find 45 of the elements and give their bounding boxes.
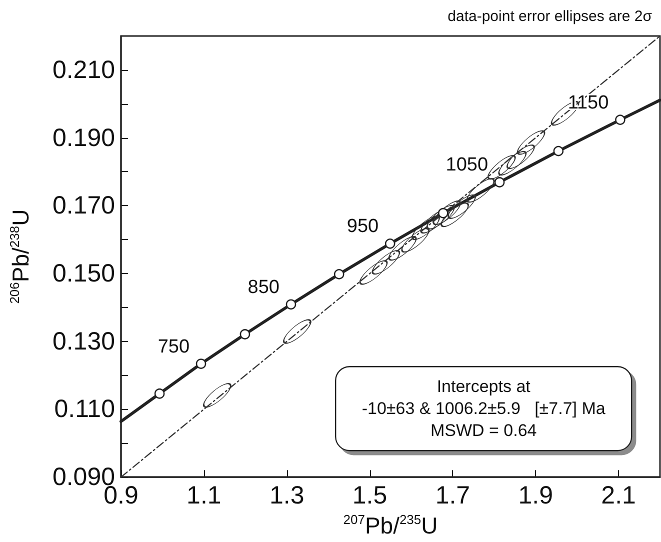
point <box>553 146 564 156</box>
point <box>494 177 505 188</box>
y-tick-label: 0.130 <box>52 327 115 356</box>
x-tick-label: 1.3 <box>269 482 304 510</box>
point <box>240 329 250 340</box>
x-tick-label: 1.7 <box>435 482 470 510</box>
point <box>448 194 476 219</box>
point <box>615 114 626 125</box>
point <box>154 388 165 399</box>
point <box>498 151 526 176</box>
point <box>360 260 388 285</box>
point <box>286 299 296 310</box>
x-tick-label: 1.9 <box>518 482 553 510</box>
point <box>196 358 206 369</box>
annotation: 950 <box>346 216 379 238</box>
y-tick-label: 0.170 <box>52 192 115 220</box>
y-axis-title: 206Pb/238U <box>7 209 34 304</box>
point <box>372 250 400 275</box>
point <box>401 228 430 252</box>
x-tick-label: 1.1 <box>186 482 222 510</box>
annotation: 850 <box>248 276 280 298</box>
point <box>440 202 469 228</box>
y-tick-label: 0.190 <box>52 124 115 152</box>
x-tick-label: 2.1 <box>601 482 636 510</box>
y-tick-label: 0.150 <box>52 260 115 288</box>
x-tick-label: 1.5 <box>352 482 388 510</box>
point <box>334 269 344 280</box>
y-tick-label: 0.210 <box>52 56 115 84</box>
point <box>283 319 312 344</box>
point <box>426 204 455 230</box>
annotation: 750 <box>158 336 190 358</box>
point <box>466 178 494 203</box>
annotation: Intercepts at -10±63 & 1006.2±5.9 [±7.7] Ma MSWD = 0.64 <box>362 377 606 440</box>
annotation: 1050 <box>446 154 488 176</box>
point <box>488 155 516 180</box>
point <box>506 144 535 170</box>
point <box>203 383 232 408</box>
text: data-point error ellipses are 2σ <box>448 8 653 25</box>
point <box>412 216 440 240</box>
y-tick-label: 0.110 <box>54 395 115 424</box>
point <box>420 209 448 234</box>
point <box>388 236 417 261</box>
point <box>384 238 396 249</box>
point <box>432 200 461 225</box>
point <box>517 130 546 155</box>
